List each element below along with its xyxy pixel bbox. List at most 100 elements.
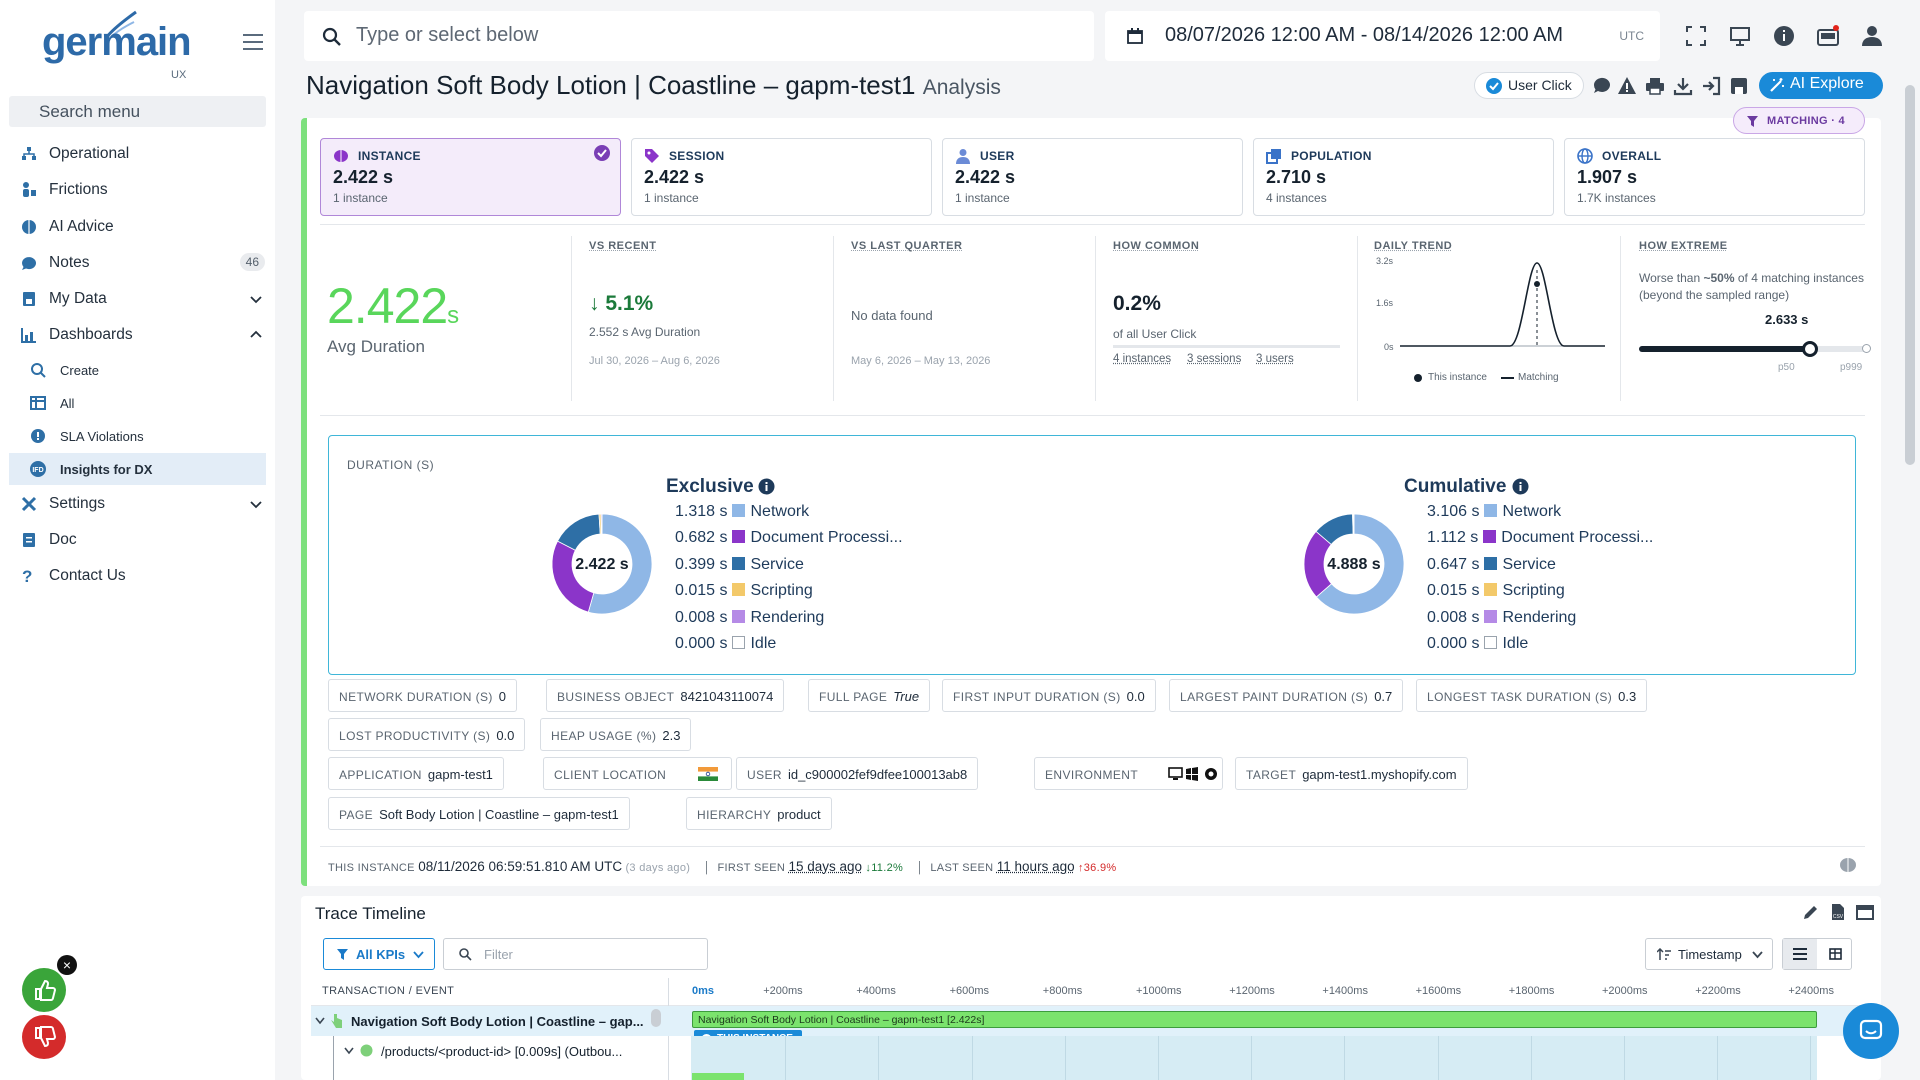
chip-environment[interactable]: ENVIRONMENT: [1034, 757, 1223, 790]
exclusive-slice-network[interactable]: [587, 513, 653, 615]
chip-target[interactable]: TARGET gapm-test1.myshopify.com: [1235, 757, 1468, 790]
list-view-icon[interactable]: [1793, 948, 1807, 960]
chevron-down-icon[interactable]: [344, 1047, 354, 1055]
exclusive-legend-item[interactable]: 0.000 s Idle: [675, 635, 903, 661]
sidebar-subitem-all[interactable]: All: [0, 387, 275, 419]
chip-largest-paint[interactable]: LARGEST PAINT DURATION (S) 0.7: [1169, 679, 1404, 712]
warning-icon[interactable]: [1617, 76, 1637, 96]
menu-search-input[interactable]: Search menu: [9, 96, 266, 127]
exclusive-legend-item[interactable]: 0.008 s Rendering: [675, 609, 903, 635]
menu-toggle-icon[interactable]: [243, 34, 263, 50]
close-feedback-icon[interactable]: ×: [57, 955, 77, 975]
timeline-bar-child[interactable]: [692, 1073, 744, 1080]
sidebar-item-settings[interactable]: Settings: [0, 487, 275, 521]
tile-session[interactable]: SESSION 2.422 s 1 instance: [631, 138, 932, 216]
sidebar-item-doc[interactable]: Doc: [0, 523, 275, 557]
cumulative-slice-network[interactable]: [1315, 513, 1405, 615]
exclusive-legend-item[interactable]: 0.682 s Document Processi...: [675, 529, 903, 555]
download-icon[interactable]: [1673, 76, 1693, 96]
exclusive-legend-item[interactable]: 0.399 s Service: [675, 556, 903, 582]
chip-network-duration[interactable]: NETWORK DURATION (S) 0: [328, 679, 518, 712]
exclusive-slice-service[interactable]: [557, 513, 601, 551]
user-icon[interactable]: [1861, 25, 1883, 47]
user-click-pill[interactable]: User Click: [1474, 72, 1584, 99]
chip-page[interactable]: PAGE Soft Body Lotion | Coastline – gapm-…: [328, 797, 630, 830]
sign-in-icon[interactable]: [1701, 76, 1721, 96]
tile-population[interactable]: POPULATION 2.710 s 4 instances: [1253, 138, 1554, 216]
sidebar-item-my-data[interactable]: My Data: [0, 282, 275, 316]
comment-icon[interactable]: [1592, 76, 1612, 96]
info-icon[interactable]: [1512, 478, 1529, 495]
table-view-icon[interactable]: [1829, 948, 1842, 960]
cumulative-legend-item[interactable]: 0.000 s Idle: [1427, 635, 1653, 661]
page-scrollbar[interactable]: [1905, 85, 1915, 465]
view-toggle[interactable]: [1782, 938, 1852, 970]
sidebar-subitem-sla-violations[interactable]: SLA Violations: [0, 420, 275, 452]
chip-heap-usage[interactable]: HEAP USAGE (%) 2.3: [540, 718, 692, 751]
chip-business-object[interactable]: BUSINESS OBJECT 8421043110074: [546, 679, 785, 712]
chevron-down-icon[interactable]: [315, 1017, 325, 1025]
row-scrollbar[interactable]: [651, 1009, 661, 1027]
exclusive-legend-item[interactable]: 1.318 s Network: [675, 503, 903, 529]
sidebar-item-ai-advice[interactable]: AI Advice: [0, 210, 275, 244]
sidebar-subitem-create[interactable]: Create: [0, 354, 275, 386]
chip-application[interactable]: APPLICATION gapm-test1: [328, 757, 504, 790]
exclusive-legend-item[interactable]: 0.015 s Scripting: [675, 582, 903, 608]
fullscreen-icon[interactable]: [1685, 25, 1707, 47]
how-common-users[interactable]: 3 users: [1256, 353, 1294, 365]
sidebar-item-frictions[interactable]: Frictions: [0, 173, 275, 207]
cumulative-legend-item[interactable]: 3.106 s Network: [1427, 503, 1653, 529]
logo[interactable]: germain: [42, 20, 192, 64]
chip-lost-productivity[interactable]: LOST PRODUCTIVITY (S) 0.0: [328, 718, 526, 751]
exclusive-slice-document-processi-[interactable]: [551, 540, 595, 613]
chip-full-page[interactable]: FULL PAGE True: [808, 679, 931, 712]
how-common-instances[interactable]: 4 instances: [1113, 353, 1172, 365]
exclusive-donut[interactable]: [540, 502, 664, 626]
global-search-input[interactable]: Type or select below: [304, 11, 1094, 61]
sort-dropdown[interactable]: Timestamp: [1645, 938, 1773, 970]
chip-first-input[interactable]: FIRST INPUT DURATION (S) 0.0: [942, 679, 1156, 712]
sidebar-item-dashboards[interactable]: Dashboards: [0, 318, 275, 352]
filter-input[interactable]: Filter: [443, 938, 708, 970]
exclusive-slice-rendering[interactable]: [600, 513, 603, 535]
cumulative-slice-rendering[interactable]: [1353, 513, 1355, 535]
sidebar-item-notes[interactable]: Notes 46: [0, 246, 275, 280]
save-icon[interactable]: [1729, 76, 1749, 96]
chat-button[interactable]: [1843, 1003, 1899, 1059]
window-icon[interactable]: [1856, 903, 1874, 921]
print-icon[interactable]: [1645, 76, 1665, 96]
timeline-gridline: [1251, 1036, 1253, 1080]
inbox-icon[interactable]: [1817, 25, 1839, 47]
tile-user[interactable]: USER 2.422 s 1 instance: [942, 138, 1243, 216]
sidebar-item-contact-us[interactable]: ? Contact Us: [0, 559, 275, 593]
date-range-picker[interactable]: 08/07/2026 12:00 AM - 08/14/2026 12:00 A…: [1105, 11, 1660, 61]
thumbs-up-button[interactable]: [22, 968, 66, 1012]
all-kpis-dropdown[interactable]: All KPIs: [323, 938, 435, 970]
p50-label: p50: [1778, 362, 1795, 373]
sidebar-subitem-insights-for-dx[interactable]: IFD Insights for DX: [9, 453, 266, 485]
pencil-icon[interactable]: [1802, 903, 1820, 921]
cumulative-legend-item[interactable]: 1.112 s Document Processi...: [1427, 529, 1653, 555]
ai-explore-button[interactable]: AI Explore: [1759, 72, 1883, 99]
info-icon[interactable]: [1773, 25, 1795, 47]
chip-longest-task[interactable]: LONGEST TASK DURATION (S) 0.3: [1416, 679, 1648, 712]
how-common-sessions[interactable]: 3 sessions: [1187, 353, 1242, 365]
presentation-icon[interactable]: [1729, 25, 1751, 47]
cumulative-legend-item[interactable]: 0.015 s Scripting: [1427, 582, 1653, 608]
sidebar-item-operational[interactable]: Operational: [0, 137, 275, 171]
cumulative-donut[interactable]: [1292, 502, 1416, 626]
timeline-bar-root[interactable]: Navigation Soft Body Lotion | Coastline …: [692, 1011, 1817, 1028]
tile-overall[interactable]: OVERALL 1.907 s 1.7K instances: [1564, 138, 1865, 216]
timeline-row-child[interactable]: /products/<product-id> [0.009s] (Outbou.…: [311, 1036, 668, 1080]
brain-icon[interactable]: [1839, 857, 1857, 873]
tile-instance[interactable]: INSTANCE 2.422 s 1 instance: [320, 138, 621, 216]
cumulative-legend-item[interactable]: 0.008 s Rendering: [1427, 609, 1653, 635]
cumulative-legend-item[interactable]: 0.647 s Service: [1427, 556, 1653, 582]
thumbs-down-button[interactable]: [22, 1015, 66, 1059]
matching-filter-pill[interactable]: MATCHING · 4: [1733, 107, 1865, 134]
chip-hierarchy[interactable]: HIERARCHY product: [686, 797, 832, 830]
chip-user[interactable]: USER id_c900002fef9dfee100013ab8: [736, 757, 979, 790]
chip-client-location[interactable]: CLIENT LOCATION: [543, 757, 732, 790]
csv-icon[interactable]: CSV: [1829, 903, 1847, 921]
info-icon[interactable]: [758, 478, 775, 495]
